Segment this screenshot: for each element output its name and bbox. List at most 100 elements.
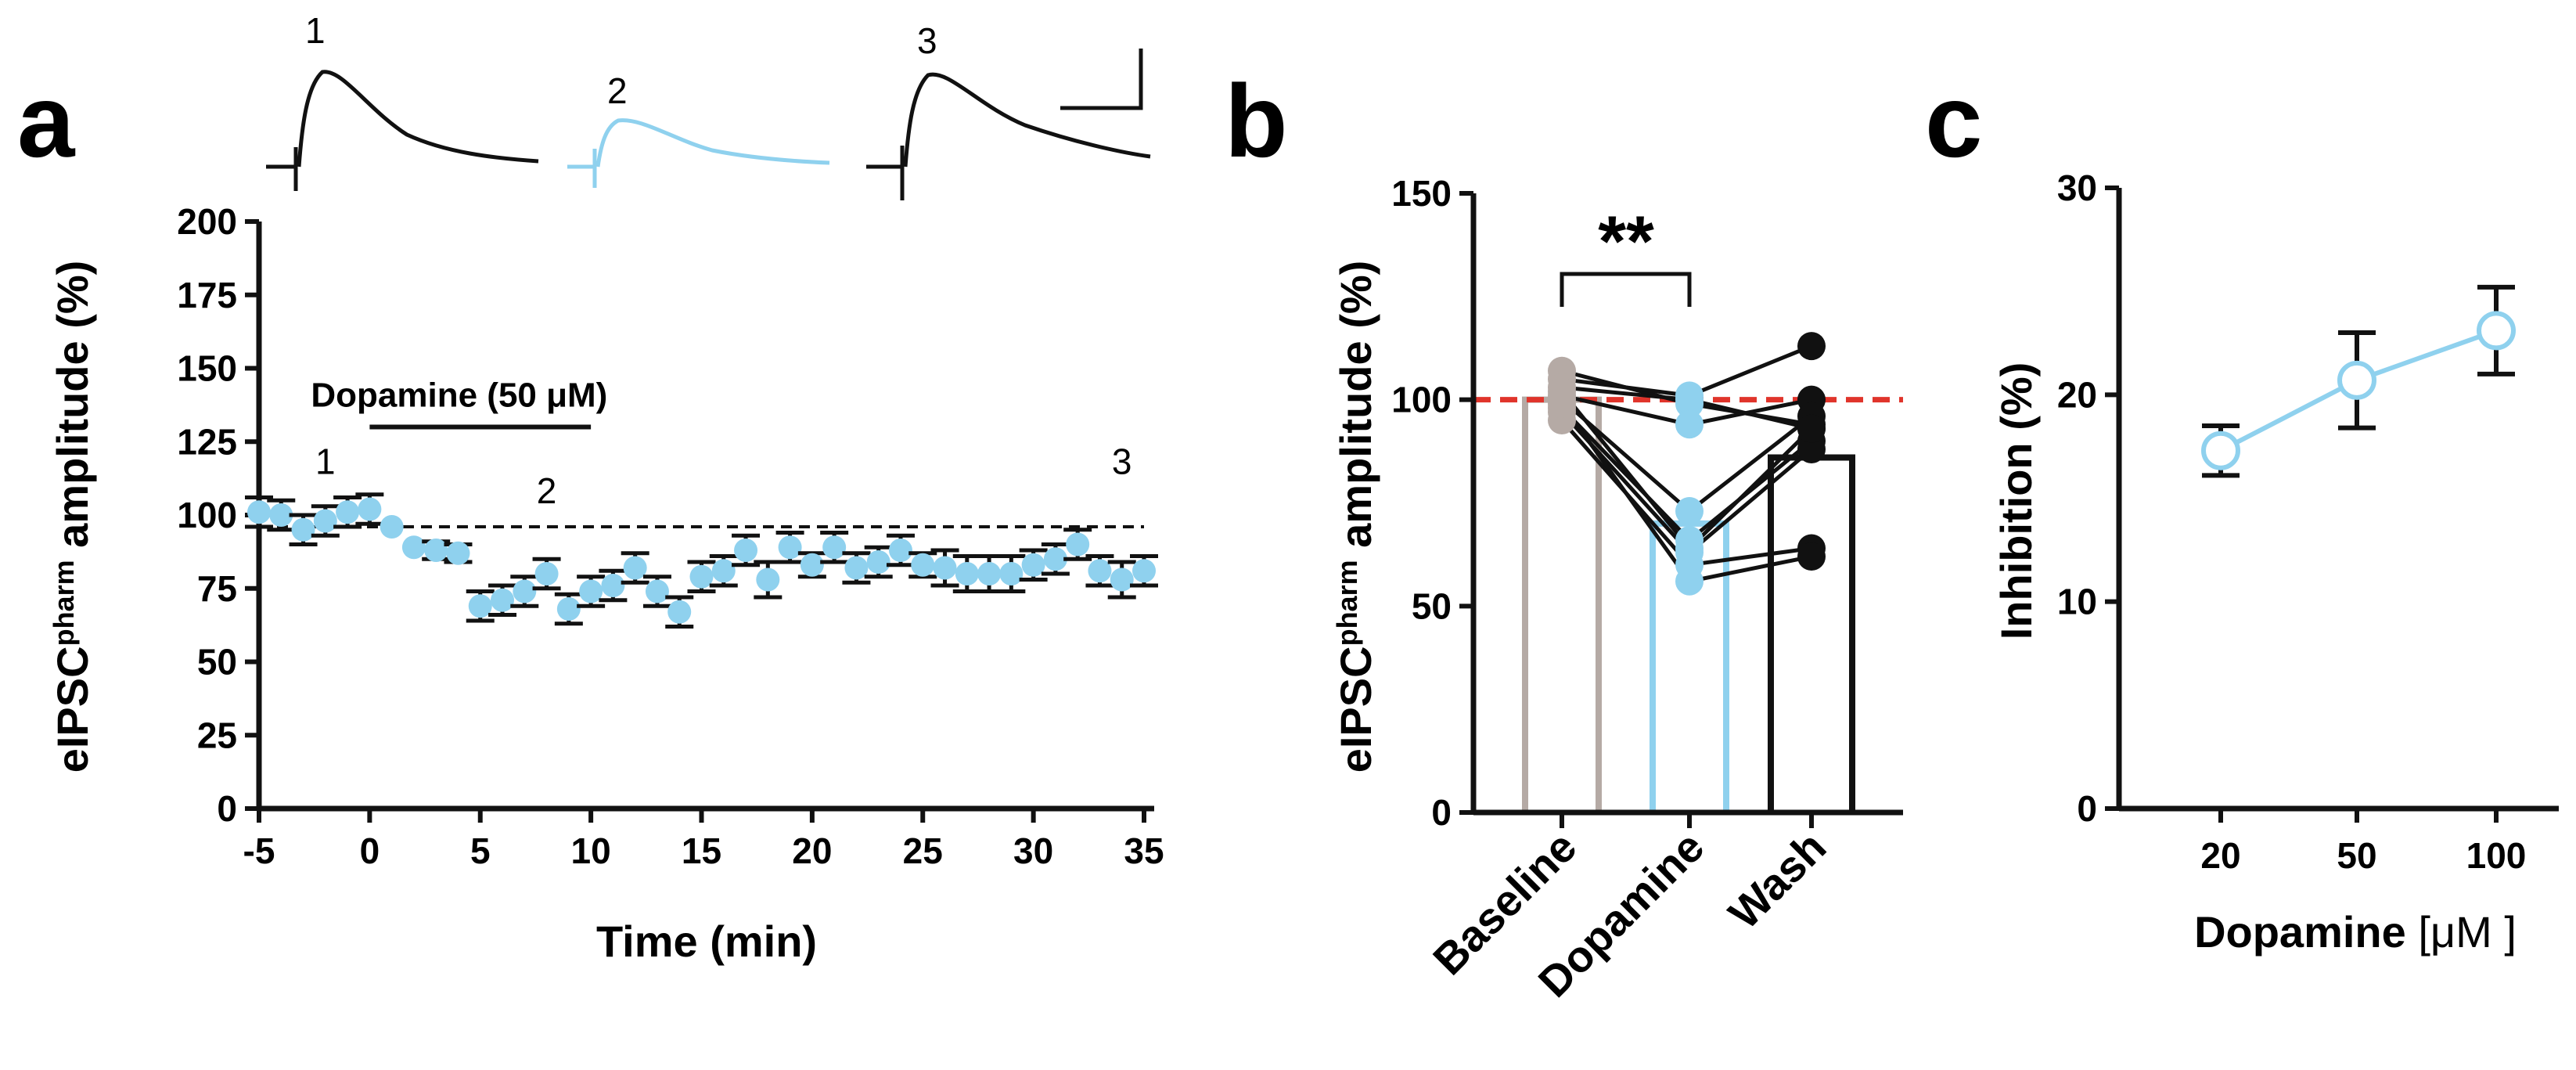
chart-a-y-tick-label: 25 xyxy=(197,715,237,755)
chart-c-x-label: Dopamine [μM ] xyxy=(2194,907,2517,957)
chart-a-point xyxy=(800,553,824,577)
chart-a-x-tick-label: 10 xyxy=(571,830,611,871)
chart-c-point xyxy=(2337,360,2376,400)
chart-a-point xyxy=(999,562,1024,585)
chart-a-x-label: Time (min) xyxy=(596,917,817,966)
chart-c-x-label-units: [μM ] xyxy=(2418,907,2517,957)
panel-c: c 0 10 20 30 20 50 100 Dopamine [μM ] Inhibit… xyxy=(1925,63,2559,957)
chart-a-y-tick-label: 200 xyxy=(177,201,237,242)
chart-a-point xyxy=(579,579,603,603)
chart-a-point xyxy=(866,550,890,574)
chart-b-y-label: eIPSCpharm amplitude (%) xyxy=(1331,261,1380,773)
chart-a-point xyxy=(468,594,492,618)
significance-bracket xyxy=(1560,272,1692,307)
chart-c-y-tick-label: 0 xyxy=(2077,788,2097,829)
chart-c-axes xyxy=(2116,188,2559,812)
chart-a-point xyxy=(269,503,293,527)
chart-b-point-wash xyxy=(1797,542,1826,571)
chart-a-point xyxy=(933,556,957,580)
chart-a-x-tick-label: 35 xyxy=(1124,830,1164,871)
chart-c-x-tick-label: 20 xyxy=(2200,835,2240,876)
chart-a-y-tick-label: 125 xyxy=(177,421,237,462)
chart-a-y-ticks: 0 25 50 75 100 125 150 175 200 xyxy=(177,201,259,829)
chart-a-point xyxy=(822,535,847,560)
chart-a-point xyxy=(401,535,426,560)
chart-b-y-tick-label: 50 xyxy=(1412,585,1452,626)
chart-a-axes xyxy=(256,222,1154,812)
chart-a-point xyxy=(247,500,271,524)
chart-b-y-tick-label: 0 xyxy=(1431,792,1452,833)
chart-b-y-label-rest: amplitude (%) xyxy=(1331,261,1380,560)
chart-c-y-label: Inhibition (%) xyxy=(1991,362,2041,640)
chart-b-point-wash xyxy=(1797,332,1826,361)
chart-a-point xyxy=(778,535,802,560)
chart-a-y-label-sup: pharm xyxy=(48,560,80,646)
chart-a-point xyxy=(336,500,360,524)
chart-a-point xyxy=(1066,532,1090,557)
chart-a-point xyxy=(358,497,382,521)
timepoint-marker-3: 3 xyxy=(1112,441,1132,482)
chart-a-y-tick-label: 100 xyxy=(177,495,237,535)
chart-a-y-label-rest: amplitude (%) xyxy=(48,261,97,560)
chart-b-y-tick-label: 150 xyxy=(1391,173,1452,214)
chart-a-point xyxy=(446,541,470,565)
chart-a-y-tick-label: 50 xyxy=(197,642,237,683)
timepoint-markers: 1 2 3 xyxy=(315,441,1131,512)
chart-c-points xyxy=(2201,284,2516,478)
chart-a-y-tick-label: 0 xyxy=(217,788,237,829)
chart-b-y-label-main: eIPSC xyxy=(1331,646,1380,773)
chart-a-point xyxy=(491,588,515,612)
chart-b-bar-wash xyxy=(1768,454,1855,812)
chart-b-y-ticks: 0 50 100 150 xyxy=(1391,173,1473,833)
chart-a-y-label-main: eIPSC xyxy=(48,646,97,773)
chart-c-point xyxy=(2201,431,2240,470)
chart-a-point xyxy=(313,509,337,533)
timepoint-marker-2: 2 xyxy=(537,470,557,511)
chart-b-point-baseline xyxy=(1548,377,1576,406)
trace-label-1: 1 xyxy=(305,10,326,51)
chart-a-point xyxy=(556,597,581,621)
chart-a-point xyxy=(888,539,912,562)
chart-a-point xyxy=(645,579,669,603)
chart-c-x-tick-label: 100 xyxy=(2466,835,2527,876)
scale-bar xyxy=(1060,49,1143,110)
chart-b-points xyxy=(1548,332,1826,596)
chart-a-y-tick-label: 175 xyxy=(177,275,237,315)
chart-a-point xyxy=(601,574,625,597)
chart-a-point xyxy=(1043,547,1067,571)
chart-a-point xyxy=(689,564,714,589)
chart-a-point xyxy=(711,559,736,583)
chart-a-point xyxy=(1110,567,1134,592)
chart-c-y-tick-label: 20 xyxy=(2057,374,2097,415)
chart-a-point xyxy=(623,556,647,580)
chart-c-x-label-main: Dopamine xyxy=(2194,907,2418,957)
trace-2 xyxy=(567,118,830,188)
chart-b-point-dopamine xyxy=(1675,534,1704,563)
trace-label-3: 3 xyxy=(917,20,937,61)
trace-label-2: 2 xyxy=(607,70,628,111)
chart-a-x-ticks: -5 0 5 10 15 20 25 30 35 xyxy=(243,809,1164,871)
example-traces: 1 2 3 xyxy=(266,10,1151,200)
trace-3 xyxy=(866,72,1151,200)
chart-a-point xyxy=(513,579,537,603)
chart-b-point-wash xyxy=(1797,434,1826,463)
panel-a-letter: a xyxy=(17,63,76,178)
chart-a-y-tick-label: 150 xyxy=(177,348,237,389)
chart-b-point-dopamine xyxy=(1675,410,1704,439)
trace-1 xyxy=(266,70,539,191)
chart-a-x-tick-label: 5 xyxy=(470,830,491,871)
chart-a-point xyxy=(1132,559,1156,583)
chart-a-point xyxy=(977,562,1002,585)
chart-a-point xyxy=(534,562,559,585)
chart-a-x-tick-label: 0 xyxy=(360,830,380,871)
chart-a-point xyxy=(424,539,448,562)
chart-a-x-tick-label: 15 xyxy=(682,830,721,871)
panel-b-letter: b xyxy=(1225,63,1288,178)
chart-a-point xyxy=(911,553,935,577)
chart-a-point xyxy=(380,515,404,539)
chart-a-y-tick-label: 75 xyxy=(197,568,237,609)
chart-c-x-tick-label: 50 xyxy=(2337,835,2376,876)
